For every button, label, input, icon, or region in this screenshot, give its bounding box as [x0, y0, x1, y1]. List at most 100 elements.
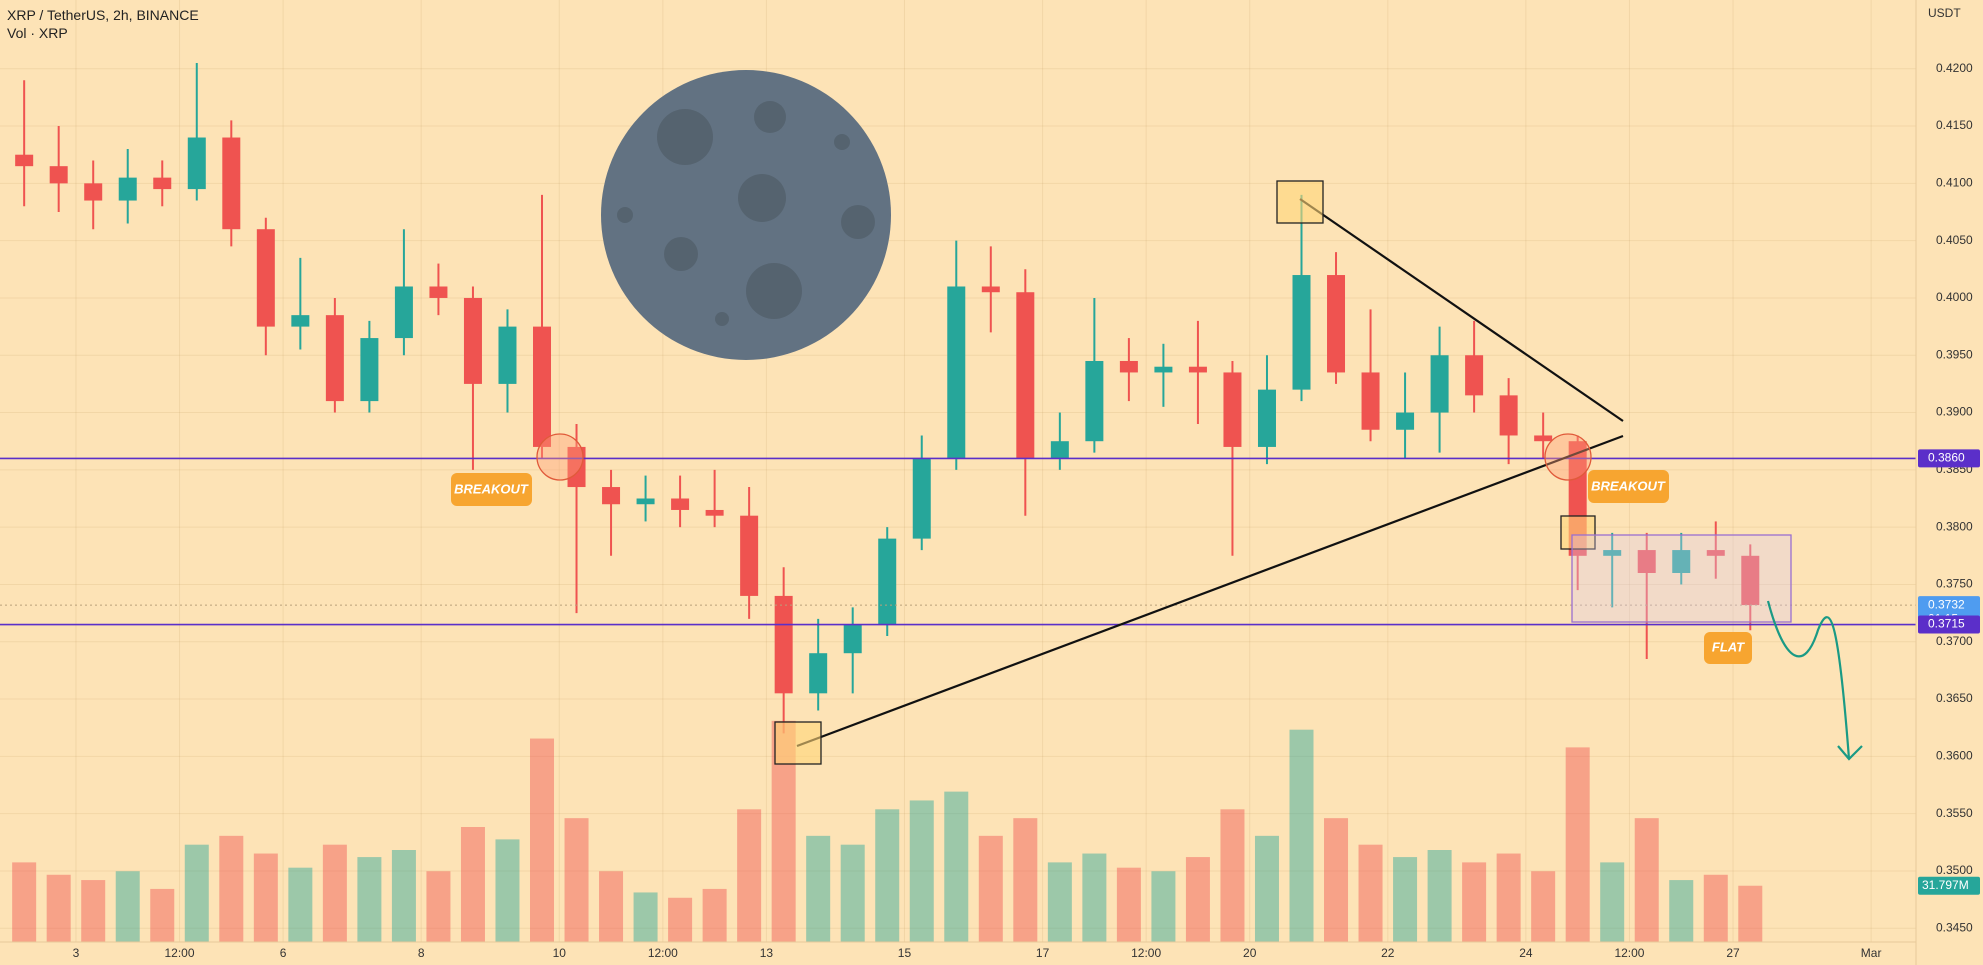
volume-bar [737, 809, 762, 942]
y-tick-label: 0.4000 [1936, 290, 1973, 304]
volume-bar [1531, 871, 1556, 942]
x-tick-label: 22 [1381, 946, 1395, 960]
volume-bar [633, 892, 658, 942]
candle-body [429, 286, 448, 298]
candle-body [118, 177, 137, 201]
y-tick-label: 0.3900 [1936, 405, 1973, 419]
candle-body [1672, 550, 1691, 573]
volume-bar [1013, 818, 1038, 942]
x-tick-label: 3 [73, 946, 80, 960]
candle-body [1534, 435, 1553, 442]
annotation: FLAT [1712, 639, 1745, 654]
annotation-bg [1704, 632, 1752, 664]
annotation: BREAKOUT [1591, 478, 1666, 493]
candle-body [981, 286, 1000, 293]
volume-bar [1324, 818, 1349, 942]
y-tick-label: 0.3750 [1936, 577, 1973, 591]
breakout-circle [1544, 433, 1592, 481]
candle-body [602, 487, 621, 505]
x-tick-label: 20 [1243, 946, 1257, 960]
drawings [536, 180, 1863, 765]
y-tick-label: 0.3650 [1936, 691, 1973, 705]
candle-body [1154, 366, 1173, 373]
candle-body [947, 286, 966, 459]
volume-bar [1565, 747, 1590, 942]
trend-line [796, 434, 1624, 748]
y-tick-label: 0.3600 [1936, 749, 1973, 763]
x-tick-label: Mar [1861, 946, 1882, 960]
volume-bar [1185, 857, 1210, 942]
y-tick-label: 0.3550 [1936, 806, 1973, 820]
volume-bar [12, 862, 37, 942]
candle-body [740, 515, 759, 596]
price-tag-bg [1918, 449, 1980, 468]
candle-body [1119, 360, 1138, 373]
candle-body [1603, 550, 1622, 556]
volume-bar [1220, 809, 1245, 942]
chart-title: XRP / TetherUS, 2h, BINANCE [7, 7, 199, 23]
candle-body [1257, 389, 1276, 447]
volume-bar [668, 897, 693, 942]
candle-body [153, 177, 172, 190]
y-tick-label: 0.4200 [1936, 61, 1973, 75]
y-tick-label: 0.4150 [1936, 118, 1973, 132]
candle-body [1085, 360, 1104, 442]
candle-body [671, 498, 690, 510]
candle-body [912, 458, 931, 539]
volume-bar [875, 809, 900, 942]
volume-bar [909, 800, 934, 942]
candle-body [636, 498, 655, 505]
candle-body [1430, 355, 1449, 413]
volume-bar [1496, 853, 1521, 942]
breakout-circle [536, 433, 584, 481]
volume-bar [115, 871, 140, 942]
volume-bar [46, 874, 71, 942]
candle-body [15, 154, 34, 167]
pivot-box [1276, 180, 1324, 224]
x-tick-label: 12:00 [165, 946, 195, 960]
volume-bar [322, 844, 347, 942]
pivot-box [1560, 515, 1596, 550]
volume-bar [1634, 818, 1659, 942]
volume-bar [81, 880, 106, 942]
annotation-labels: BREAKOUT BREAKOUT FLAT [451, 470, 1752, 664]
candle-body [878, 538, 897, 625]
volume-bar [564, 818, 589, 942]
candle-body [705, 509, 724, 516]
volume-bar [1462, 862, 1487, 942]
volume-bar [426, 871, 451, 942]
x-tick-label: 17 [1036, 946, 1050, 960]
x-tick-label: 13 [760, 946, 774, 960]
volume-bar [1358, 844, 1383, 942]
volume-bar [840, 844, 865, 942]
x-tick-label: 12:00 [648, 946, 678, 960]
volume-bar [357, 857, 382, 942]
candle-body [463, 297, 482, 384]
candle-body [843, 624, 862, 654]
volume-bar [1393, 857, 1418, 942]
x-tick-label: 12:00 [1131, 946, 1161, 960]
volume-bar [1703, 874, 1728, 942]
y-tick-label: 0.3450 [1936, 920, 1973, 934]
candle-body [1396, 412, 1415, 430]
y-tick-label: 0.3500 [1936, 863, 1973, 877]
candle-body [1465, 355, 1484, 396]
x-tick-label: 15 [898, 946, 912, 960]
candle-body [1327, 275, 1346, 373]
candle-body [533, 326, 552, 447]
candle-body [809, 653, 828, 694]
volume-bar [184, 844, 209, 942]
candle-body [1292, 275, 1311, 390]
volume-bar [150, 888, 175, 942]
y-tick-label: 0.3950 [1936, 347, 1973, 361]
projection-arrow [1766, 600, 1863, 761]
volume-bar [219, 835, 244, 942]
x-tick-label: 12:00 [1614, 946, 1644, 960]
volume-bar [599, 871, 624, 942]
candle-body [1741, 555, 1760, 606]
candle-body [1361, 372, 1380, 430]
candle-body [394, 286, 413, 339]
y-tick-label: 0.3700 [1936, 634, 1973, 648]
candle-body [1706, 550, 1725, 556]
volume-bar [978, 835, 1003, 942]
